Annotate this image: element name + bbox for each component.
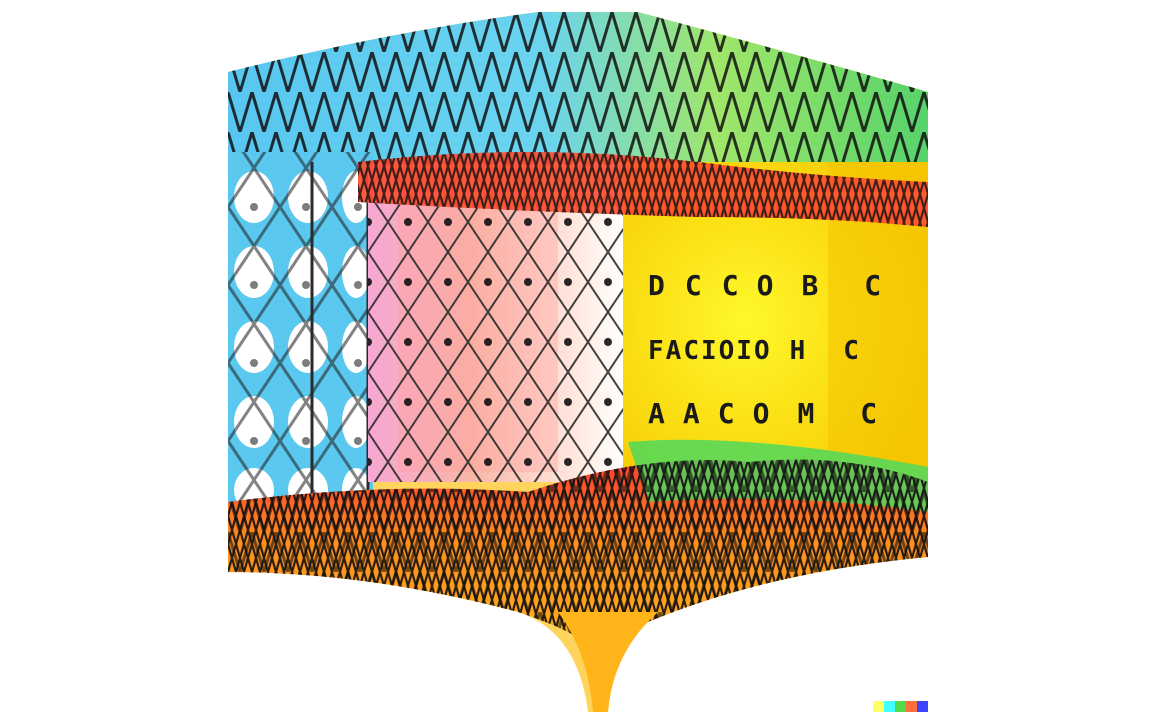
drip [558, 612, 658, 712]
color-watermark [873, 701, 928, 712]
letter-row-2: FACIOIO H C [648, 336, 861, 366]
